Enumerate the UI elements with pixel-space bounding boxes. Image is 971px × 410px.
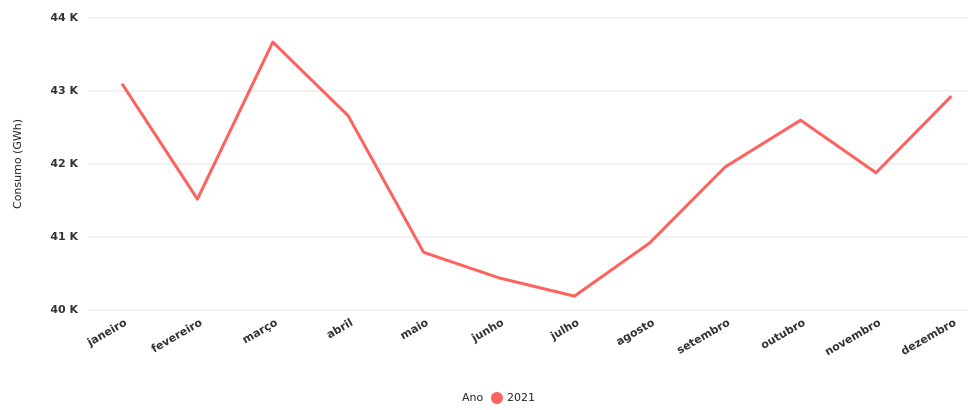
x-tick-label: agosto	[614, 316, 657, 349]
legend-title: Ano	[462, 391, 483, 404]
x-tick-label: março	[240, 316, 280, 347]
line	[120, 40, 953, 298]
y-tick-label: 44 K	[50, 11, 78, 24]
x-tick-label: maio	[398, 316, 431, 343]
x-tick-label: junho	[468, 316, 506, 345]
x-tick-label: outubro	[758, 316, 808, 352]
legend-marker	[491, 392, 503, 404]
x-tick-label: dezembro	[899, 316, 959, 358]
y-tick-label: 40 K	[50, 303, 78, 316]
x-tick-label: abril	[324, 316, 355, 341]
legend-label: 2021	[507, 391, 535, 404]
y-axis-label: Consumo (GWh)	[11, 119, 24, 209]
x-tick-label: setembro	[675, 316, 733, 357]
y-tick-label: 42 K	[50, 157, 78, 170]
x-tick-label: julho	[547, 316, 581, 343]
y-tick-label: 43 K	[50, 84, 78, 97]
x-tick-label: novembro	[823, 316, 884, 359]
x-tick-label: janeiro	[84, 316, 129, 350]
y-tick-label: 41 K	[50, 230, 78, 243]
x-tick-label: fevereiro	[149, 316, 205, 356]
